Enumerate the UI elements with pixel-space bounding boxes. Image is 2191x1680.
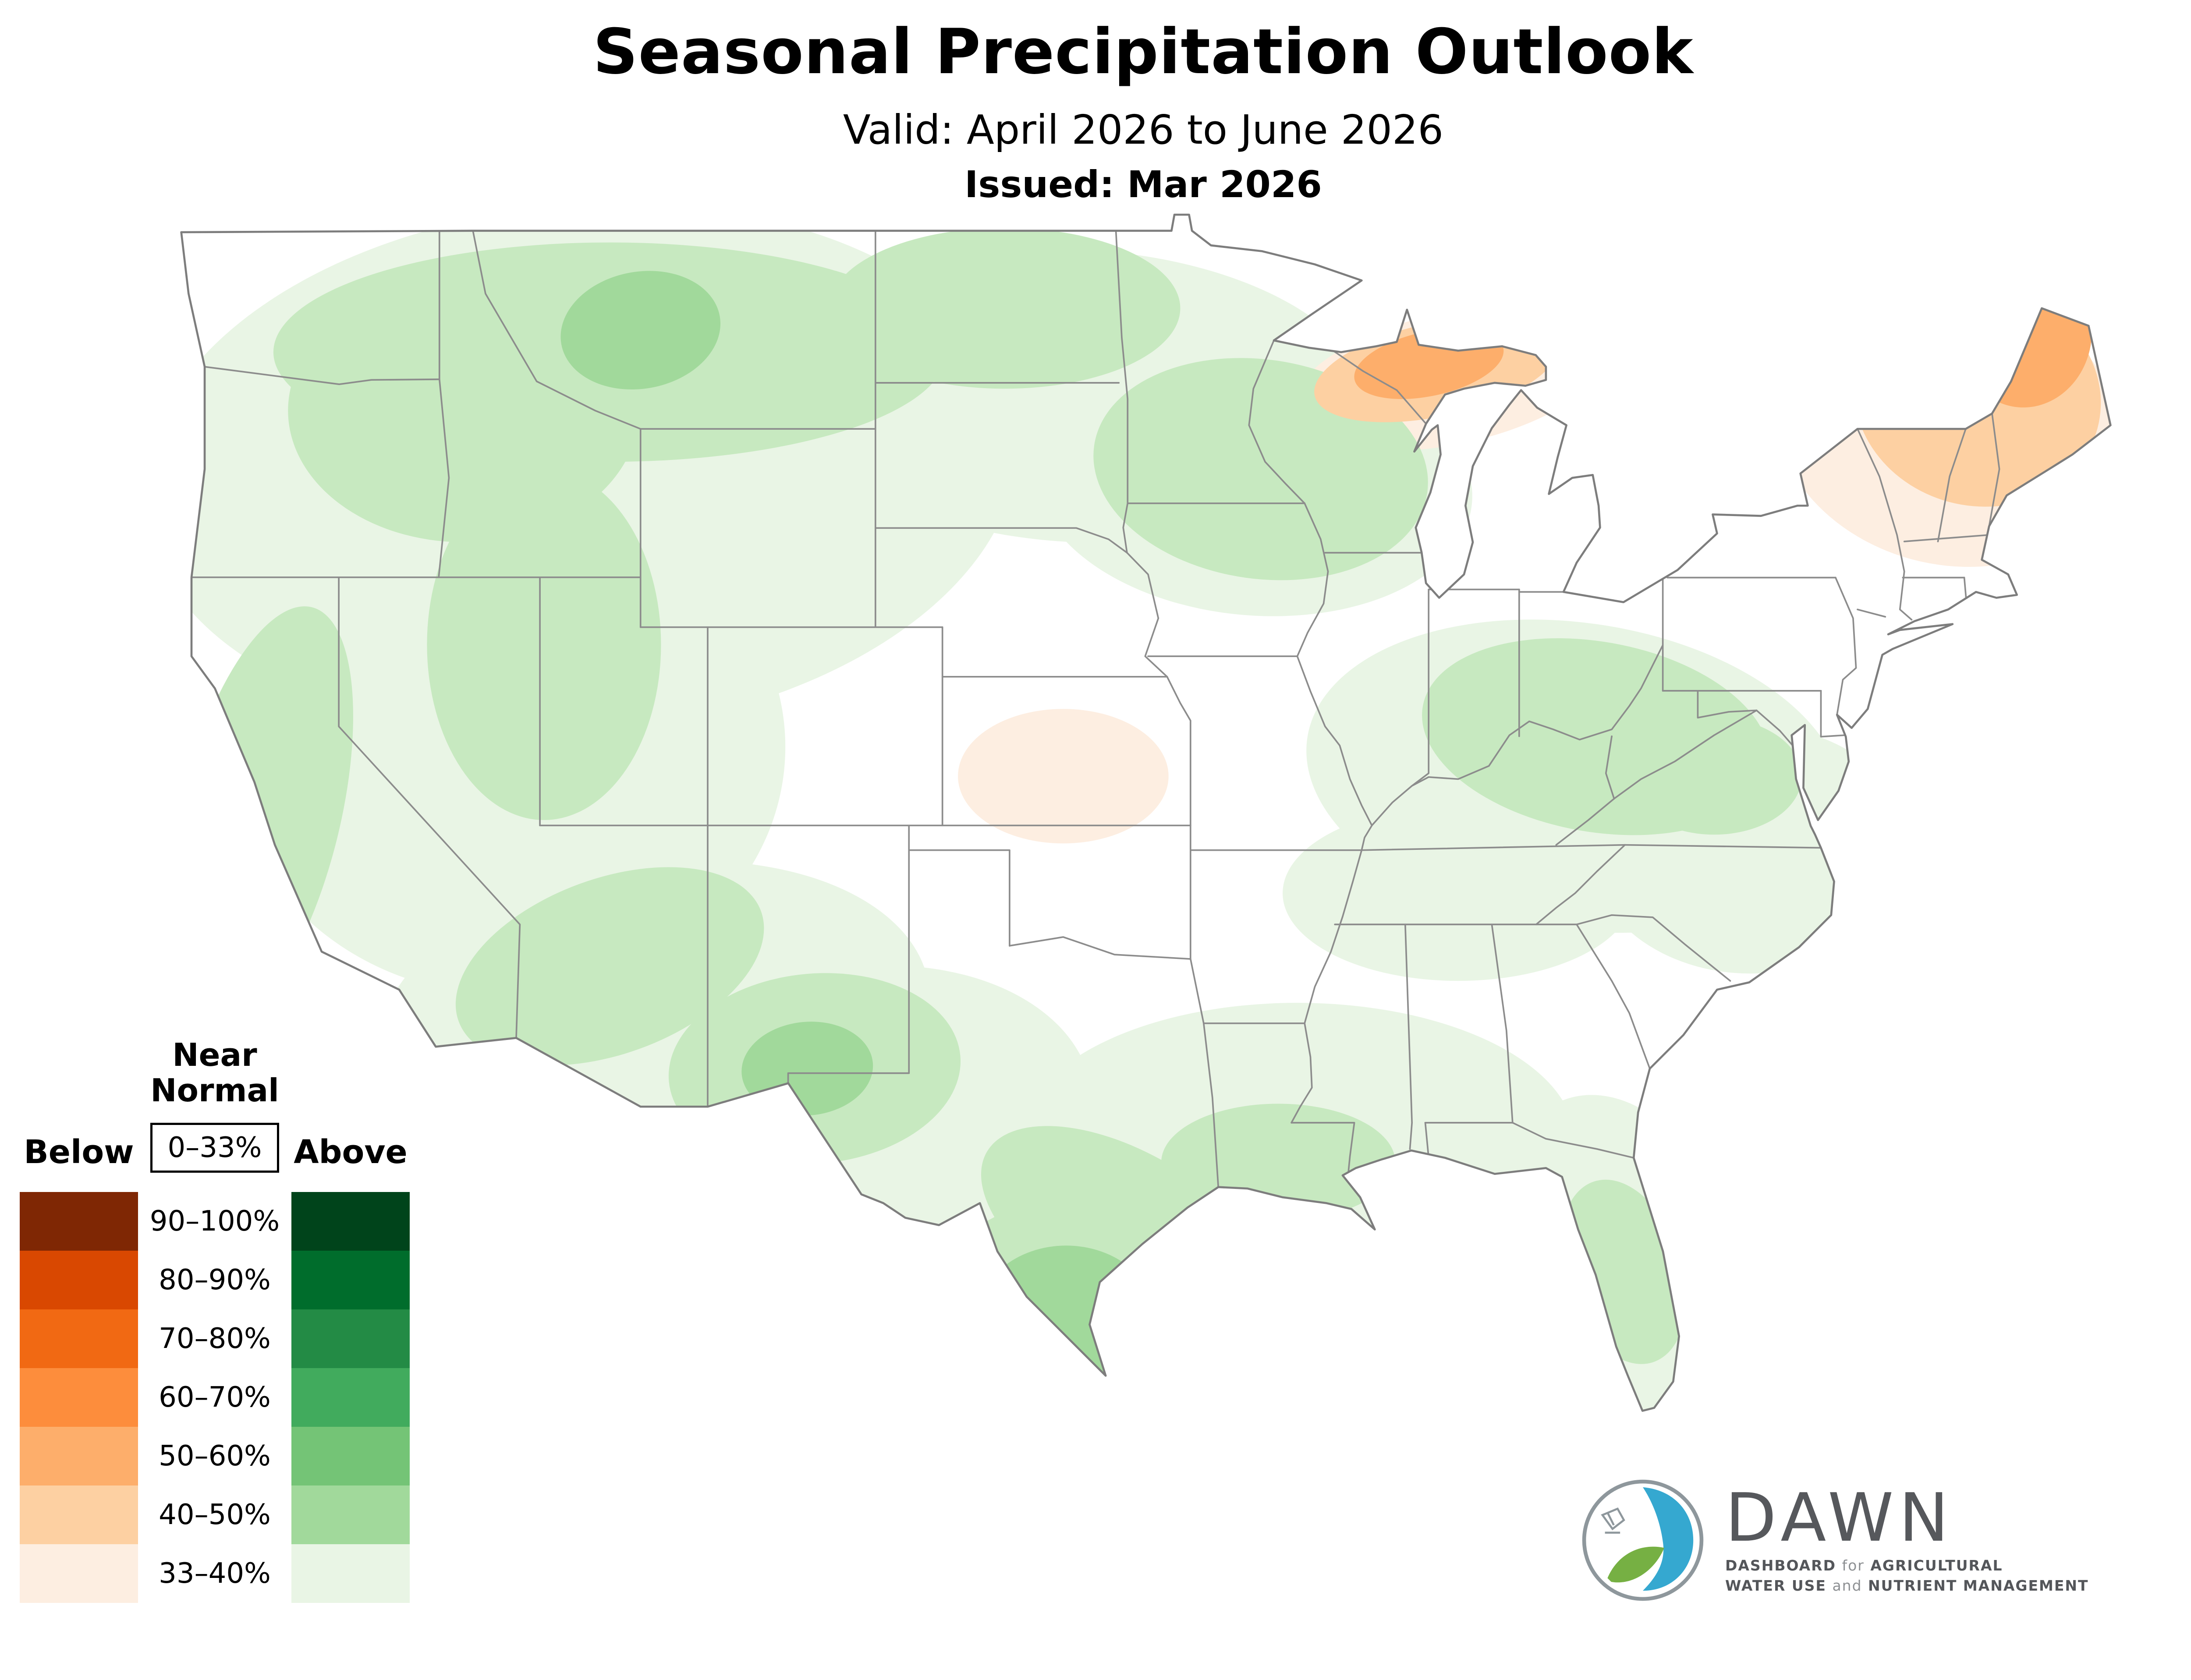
precip-region-above-40-50 — [427, 469, 661, 820]
dawn-logo: DAWN DASHBOARD for AGRICULTURAL WATER US… — [1580, 1477, 2089, 1603]
legend-column-headers: Below 0–33% Above — [20, 1123, 410, 1173]
legend-row: 60–70% — [20, 1368, 410, 1427]
legend-near-normal-header: Near Normal — [20, 1037, 410, 1108]
legend-swatch-above — [291, 1192, 410, 1251]
us-precipitation-outlook-map — [171, 206, 2117, 1478]
precip-region-above-40-50 — [455, 867, 764, 1065]
below-column-label: Below — [24, 1133, 134, 1171]
legend-swatch-above — [291, 1368, 410, 1427]
precip-region-above-50-60 — [560, 271, 721, 390]
legend-row: 90–100% — [20, 1192, 410, 1251]
legend-row-label: 40–50% — [159, 1499, 271, 1531]
dawn-logo-icon — [1582, 1479, 1704, 1601]
legend-row-label: 33–40% — [159, 1557, 271, 1590]
legend-row-label: 90–100% — [149, 1205, 280, 1238]
valid-period-text: Valid: April 2026 to June 2026 — [843, 106, 1444, 153]
legend-row: 80–90% — [20, 1251, 410, 1310]
near-normal-label: Near Normal — [150, 1036, 279, 1109]
dawn-logo-text: DAWN DASHBOARD for AGRICULTURAL WATER US… — [1725, 1478, 2089, 1596]
issued-date-text: Issued: Mar 2026 — [964, 163, 1322, 206]
legend-row-label: 50–60% — [159, 1440, 271, 1473]
legend-row: 70–80% — [20, 1309, 410, 1369]
legend-swatch-below — [20, 1251, 138, 1310]
dawn-tagline: DASHBOARD for AGRICULTURAL WATER USE and… — [1725, 1556, 2089, 1594]
precip-region-above-40-50 — [1161, 1103, 1396, 1221]
precip-region-above-40-50 — [1560, 1179, 1687, 1364]
precip-region-above-40-50 — [1626, 718, 1802, 835]
legend-swatch-above — [291, 1309, 410, 1369]
legend-row-label: 60–70% — [159, 1381, 271, 1414]
legend-swatch-above — [291, 1485, 410, 1545]
header: Seasonal Precipitation Outlook Valid: Ap… — [0, 16, 2191, 206]
legend-swatch-above — [291, 1251, 410, 1310]
legend-swatch-above — [291, 1427, 410, 1486]
legend: Near Normal Below 0–33% Above 90–100% 80–… — [20, 1037, 410, 1603]
above-column-label: Above — [294, 1133, 408, 1171]
state-borders — [191, 230, 2000, 1188]
legend-swatch-below — [20, 1544, 138, 1603]
precip-region-above-33-40 — [1283, 805, 1634, 981]
legend-rows: 90–100% 80–90% 70–80% 60–70% 50–60% 40–50% 33–… — [20, 1192, 410, 1603]
legend-swatch-below — [20, 1368, 138, 1427]
near-normal-range-box: 0–33% — [150, 1123, 279, 1173]
legend-swatch-below — [20, 1485, 138, 1545]
legend-swatch-below — [20, 1192, 138, 1251]
precip-region-above-40-50 — [829, 228, 1181, 389]
precip-region-above-50-60 — [975, 1245, 1157, 1398]
legend-row: 50–60% — [20, 1427, 410, 1486]
legend-swatch-above — [291, 1544, 410, 1603]
legend-swatch-below — [20, 1427, 138, 1486]
legend-row: 40–50% — [20, 1485, 410, 1545]
legend-row-label: 70–80% — [159, 1323, 271, 1355]
legend-swatch-below — [20, 1309, 138, 1369]
legend-row-label: 80–90% — [159, 1264, 271, 1297]
page-title: Seasonal Precipitation Outlook — [593, 16, 1694, 88]
dawn-wordmark: DAWN — [1725, 1478, 1954, 1556]
precip-region-below-33-40 — [958, 709, 1169, 844]
legend-row: 33–40% — [20, 1544, 410, 1603]
